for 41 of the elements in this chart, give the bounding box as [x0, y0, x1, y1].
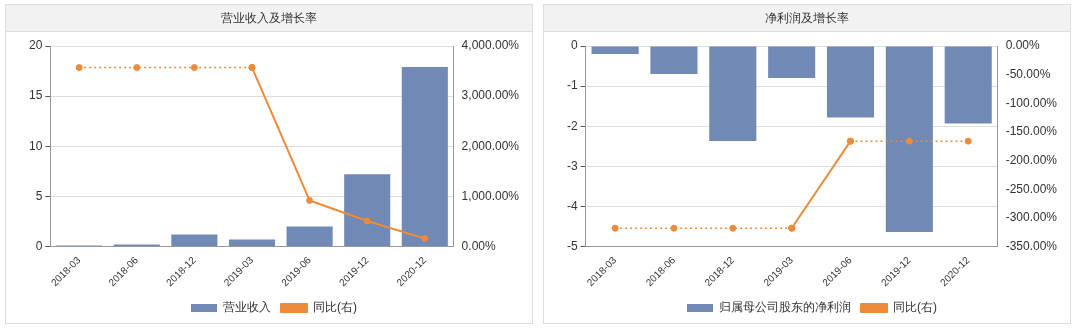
y2-tick-label: -300.00%	[1005, 210, 1058, 225]
y-tick-label: -5	[567, 238, 578, 253]
bar	[228, 239, 276, 247]
y-tick-label: -2	[567, 118, 578, 133]
y2-tick-label: -150.00%	[1005, 124, 1058, 139]
legend-label: 同比(右)	[313, 300, 357, 315]
point	[421, 235, 429, 243]
y2-tick-label: 2,000.00%	[461, 138, 520, 153]
bar	[344, 174, 391, 247]
bar	[401, 67, 448, 247]
chart-title: 营业收入及增长率	[6, 5, 532, 32]
y2-tick-label: -200.00%	[1005, 152, 1058, 167]
y-tick-label: 0	[570, 38, 578, 53]
point	[133, 64, 141, 72]
bar	[171, 234, 218, 247]
chart-title: 净利润及增长率	[544, 5, 1070, 32]
legend-label: 同比(右)	[893, 300, 937, 315]
y-tick-label: 15	[28, 88, 43, 103]
bar	[286, 226, 333, 247]
y2-tick-label: -250.00%	[1005, 181, 1058, 196]
y-tick-label: -1	[567, 78, 578, 93]
y-tick-label: -4	[567, 198, 578, 213]
y2-tick-label: 3,000.00%	[461, 88, 520, 103]
y2-tick-label: 0.00%	[1005, 38, 1040, 53]
y-tick-label: 0	[35, 238, 43, 253]
legend-label: 归属母公司股东的净利润	[719, 300, 851, 315]
y2-tick-label: -100.00%	[1005, 95, 1058, 110]
legend-label: 营业收入	[223, 300, 271, 315]
y-tick-label: 20	[28, 38, 43, 53]
point	[363, 217, 371, 225]
y2-tick-label: -50.00%	[1005, 66, 1051, 81]
y2-tick-label: 0.00%	[461, 238, 496, 253]
point	[190, 64, 198, 72]
point	[306, 196, 314, 204]
y-tick-label: 10	[28, 138, 43, 153]
y2-tick-label: 1,000.00%	[461, 188, 520, 203]
y-tick-label: 5	[35, 188, 43, 203]
y2-tick-label: 4,000.00%	[461, 38, 520, 53]
point	[75, 64, 83, 72]
y-tick-label: -3	[567, 158, 578, 173]
y2-tick-label: -350.00%	[1005, 238, 1058, 253]
